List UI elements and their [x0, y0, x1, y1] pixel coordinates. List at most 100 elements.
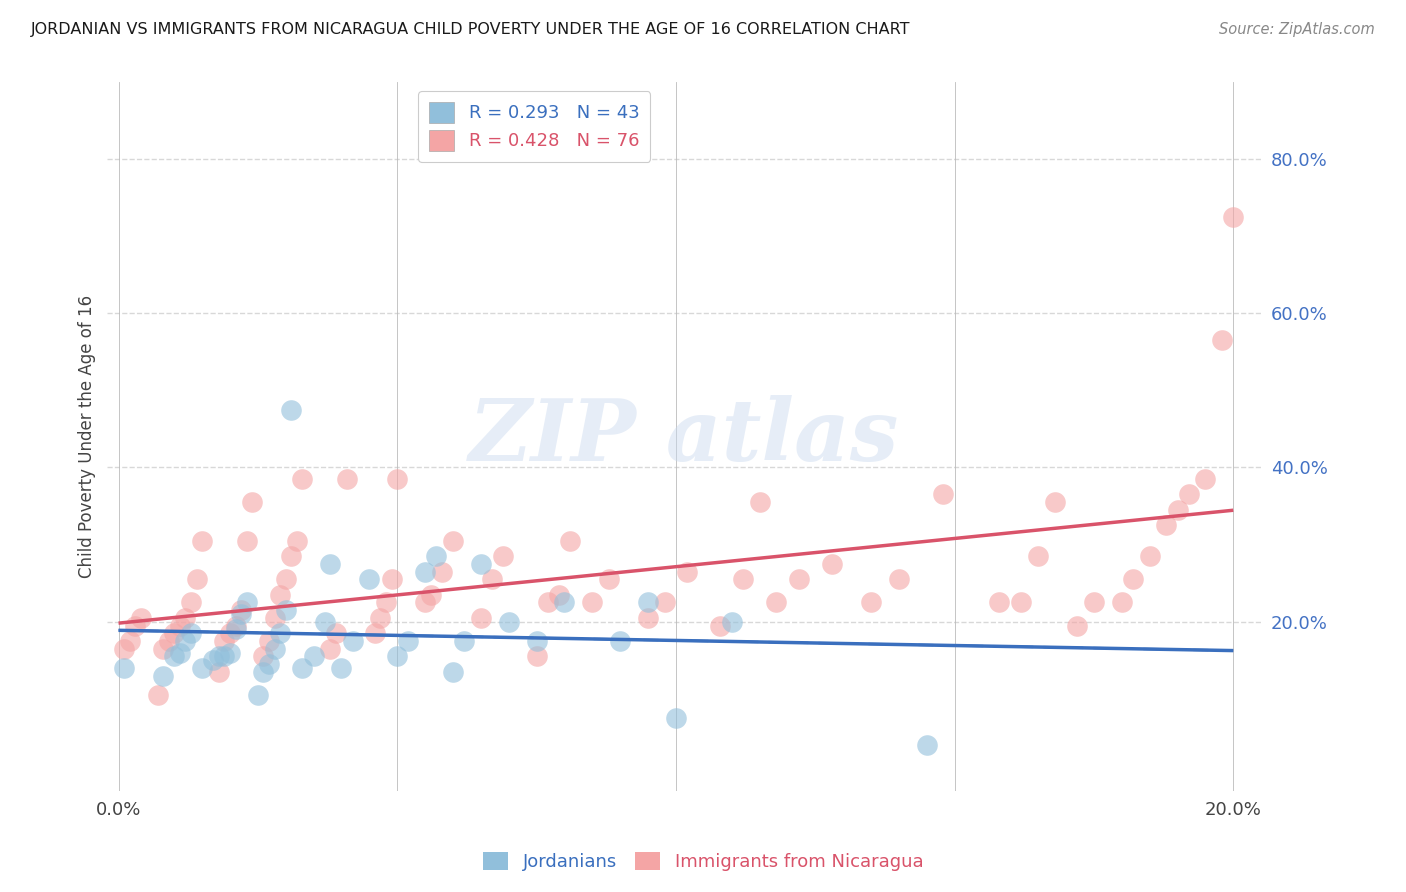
Point [174, 634, 197, 648]
Point [202, 653, 225, 667]
Point [430, 565, 453, 579]
Point [191, 533, 214, 548]
Point [425, 549, 447, 563]
Point [453, 634, 475, 648]
Point [330, 661, 353, 675]
Point [581, 595, 603, 609]
Point [375, 595, 398, 609]
Point [285, 533, 308, 548]
Text: Source: ZipAtlas.com: Source: ZipAtlas.com [1219, 22, 1375, 37]
Point [112, 641, 135, 656]
Point [676, 565, 699, 579]
Point [118, 634, 141, 648]
Legend: R = 0.293   N = 43, R = 0.428   N = 76: R = 0.293 N = 43, R = 0.428 N = 76 [418, 91, 651, 161]
Point [169, 618, 191, 632]
Point [191, 661, 214, 675]
Point [274, 572, 297, 586]
Point [280, 549, 302, 563]
Point [252, 665, 274, 679]
Point [336, 472, 359, 486]
Point [319, 641, 342, 656]
Point [731, 572, 754, 586]
Point [359, 572, 381, 586]
Point [1026, 549, 1049, 563]
Point [1167, 503, 1189, 517]
Point [163, 626, 186, 640]
Point [269, 626, 291, 640]
Point [470, 557, 492, 571]
Point [291, 472, 314, 486]
Point [526, 634, 548, 648]
Point [709, 618, 731, 632]
Point [498, 615, 520, 629]
Point [214, 634, 236, 648]
Point [124, 618, 146, 632]
Point [988, 595, 1011, 609]
Point [441, 665, 464, 679]
Text: ZIP atlas: ZIP atlas [470, 395, 900, 478]
Point [263, 611, 285, 625]
Point [291, 661, 314, 675]
Point [748, 495, 770, 509]
Point [932, 487, 955, 501]
Point [342, 634, 364, 648]
Point [441, 533, 464, 548]
Point [637, 595, 659, 609]
Point [1122, 572, 1144, 586]
Point [413, 595, 436, 609]
Point [314, 615, 336, 629]
Point [1111, 595, 1133, 609]
Point [915, 738, 938, 752]
Point [381, 572, 404, 586]
Point [225, 623, 247, 637]
Point [180, 595, 202, 609]
Point [302, 649, 325, 664]
Point [481, 572, 503, 586]
Point [537, 595, 560, 609]
Point [1043, 495, 1066, 509]
Point [225, 618, 247, 632]
Point [146, 688, 169, 702]
Legend: Jordanians, Immigrants from Nicaragua: Jordanians, Immigrants from Nicaragua [475, 845, 931, 879]
Point [240, 495, 263, 509]
Text: JORDANIAN VS IMMIGRANTS FROM NICARAGUA CHILD POVERTY UNDER THE AGE OF 16 CORRELA: JORDANIAN VS IMMIGRANTS FROM NICARAGUA C… [31, 22, 911, 37]
Point [364, 626, 387, 640]
Point [665, 711, 688, 725]
Point [492, 549, 515, 563]
Point [152, 668, 174, 682]
Point [325, 626, 347, 640]
Point [257, 657, 280, 671]
Point [419, 588, 441, 602]
Point [609, 634, 631, 648]
Point [526, 649, 548, 664]
Point [280, 402, 302, 417]
Point [163, 649, 186, 664]
Point [235, 595, 257, 609]
Point [214, 649, 236, 664]
Point [112, 661, 135, 675]
Point [174, 611, 197, 625]
Point [396, 634, 419, 648]
Point [169, 646, 191, 660]
Point [413, 565, 436, 579]
Point [1211, 333, 1233, 347]
Point [180, 626, 202, 640]
Point [208, 649, 231, 664]
Point [1139, 549, 1161, 563]
Point [859, 595, 882, 609]
Point [470, 611, 492, 625]
Point [263, 641, 285, 656]
Point [231, 603, 253, 617]
Point [558, 533, 581, 548]
Point [235, 533, 257, 548]
Point [152, 641, 174, 656]
Point [274, 603, 297, 617]
Point [252, 649, 274, 664]
Point [129, 611, 152, 625]
Point [1194, 472, 1216, 486]
Point [1083, 595, 1105, 609]
Point [219, 626, 242, 640]
Point [231, 607, 253, 621]
Point [319, 557, 342, 571]
Point [637, 611, 659, 625]
